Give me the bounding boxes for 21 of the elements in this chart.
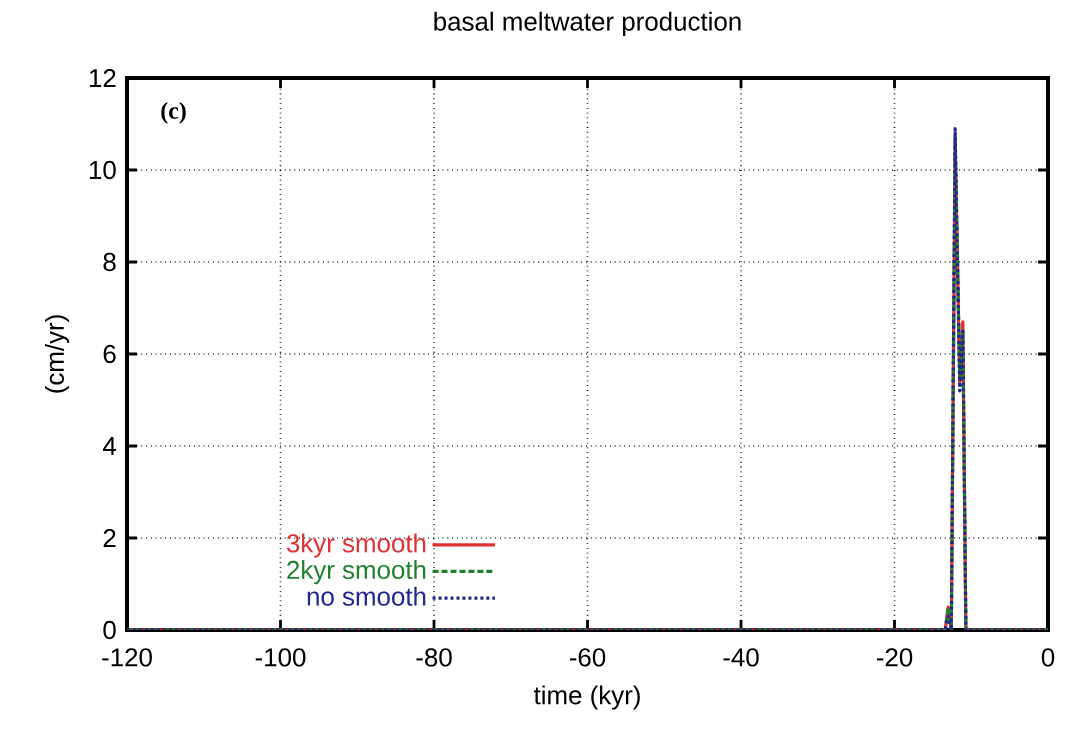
x-tick-label: -100 [255, 648, 306, 667]
legend-label: 3kyr smooth [286, 533, 426, 558]
x-tick-label: -120 [102, 648, 152, 667]
annotation: (c) [161, 102, 186, 124]
y-tick-label: 0 [103, 620, 116, 640]
x-tick-label: -40 [723, 648, 759, 667]
x-axis-title: time (kyr) [533, 685, 640, 710]
y-tick-label: 2 [103, 528, 116, 548]
y-tick-label: 10 [89, 160, 116, 180]
legend-label: no smooth [307, 586, 426, 606]
chart-title: basal meltwater production [434, 11, 741, 36]
y-tick-label: 4 [102, 437, 117, 455]
y-tick-label: 6 [103, 344, 116, 364]
x-tick-label: -80 [416, 648, 452, 667]
y-tick-label: 12 [89, 68, 116, 88]
x-tick-label: -60 [569, 648, 606, 667]
y-axis-title: (cm/yr) [44, 315, 70, 393]
x-tick-label: -20 [876, 648, 913, 667]
legend-label: 2kyr smooth [287, 560, 426, 585]
x-tick-label: 0 [1041, 648, 1055, 667]
y-tick-label: 8 [103, 252, 116, 272]
